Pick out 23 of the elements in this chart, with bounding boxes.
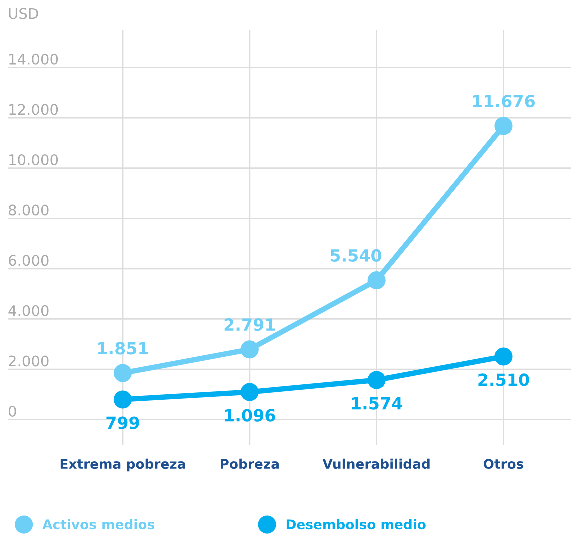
y-tick-label: 4.000 bbox=[8, 305, 49, 316]
y-tick-label: 12.000 bbox=[10, 104, 58, 116]
data-label: 799 bbox=[106, 416, 140, 430]
data-label: 2.510 bbox=[478, 374, 530, 386]
data-label: 1.851 bbox=[98, 342, 148, 355]
data-label: 1.096 bbox=[225, 409, 276, 422]
y-axis-title: USD bbox=[9, 8, 38, 20]
y-tick-label: 0 bbox=[8, 406, 16, 418]
y-tick-label: 8.000 bbox=[8, 204, 49, 216]
data-label: 5.540 bbox=[330, 249, 382, 262]
x-tick-label: Otros bbox=[484, 459, 524, 470]
x-tick-label: Pobreza bbox=[221, 458, 279, 470]
y-tick-label: 10.000 bbox=[10, 154, 58, 166]
legend-label: Activos medios bbox=[42, 519, 155, 530]
x-tick-label: Extrema pobreza bbox=[60, 458, 186, 472]
y-tick-label: 2.000 bbox=[9, 356, 49, 367]
data-label: 1.574 bbox=[352, 397, 402, 410]
y-tick-label: 6.000 bbox=[9, 255, 49, 266]
data-label: 2.791 bbox=[224, 318, 276, 332]
legend-label: Desembolso medio bbox=[286, 519, 426, 530]
y-tick-label: 14.000 bbox=[10, 54, 58, 65]
x-tick-label: Vulnerabilidad bbox=[322, 458, 430, 470]
data-label: 11.676 bbox=[473, 95, 535, 108]
